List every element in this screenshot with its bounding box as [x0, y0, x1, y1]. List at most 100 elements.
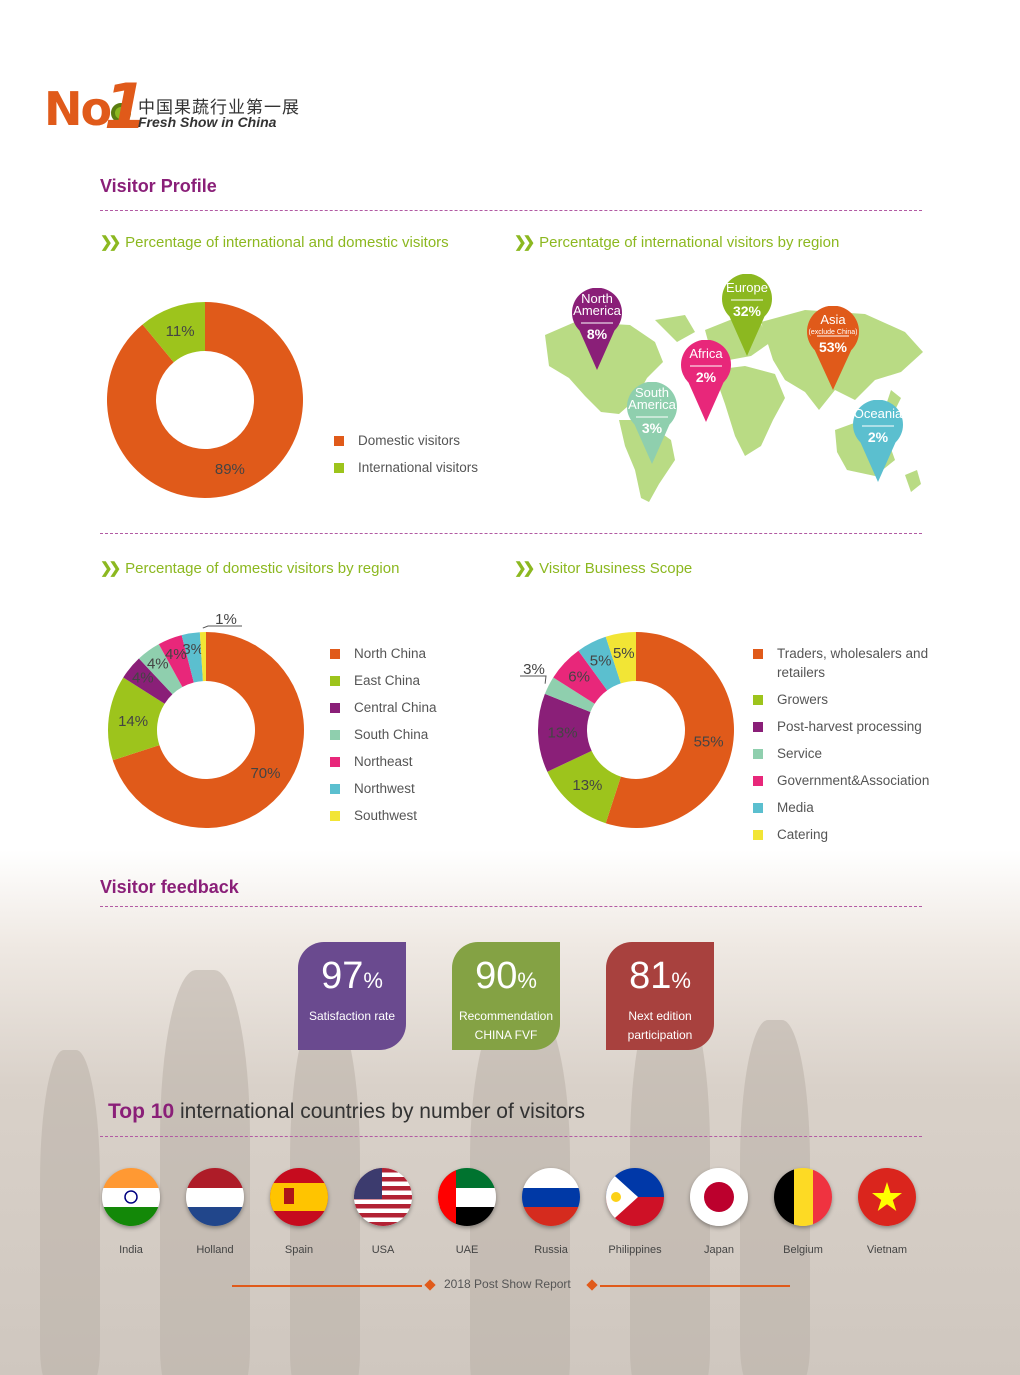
legend-swatch [330, 676, 340, 686]
donut-slice [158, 635, 194, 688]
card-value: 97% [321, 955, 383, 997]
satisfaction-card: 97% Satisfaction rate [298, 942, 406, 1050]
double-chevron-icon: ❯❯ [100, 560, 121, 577]
slice-label: 4% [147, 656, 169, 673]
country-label: Holland [196, 1244, 234, 1256]
country-label: Japan [704, 1244, 734, 1256]
region-pin: Africa 2% [681, 340, 731, 422]
pin-region-name: North [581, 291, 613, 306]
legend-item: Growers [753, 690, 933, 709]
legend-item: International visitors [334, 458, 478, 477]
uae-flag-icon [438, 1168, 496, 1226]
donut-slice [605, 632, 735, 828]
legend-item: Catering [753, 825, 933, 844]
slice-label: 55% [694, 733, 724, 750]
spain-flag-icon [270, 1168, 328, 1226]
leader-line [202, 625, 242, 629]
donut-slice [112, 632, 304, 828]
legend-swatch [753, 695, 763, 705]
donut-slice [578, 636, 621, 691]
logo-english-title: Fresh Show in China [138, 114, 277, 130]
legend-swatch [753, 776, 763, 786]
slice-label: 11% [166, 323, 195, 340]
donut-slice [547, 750, 621, 824]
intl-domestic-heading: ❯❯ Percentage of international and domest… [100, 234, 449, 251]
country-label: Spain [284, 1244, 314, 1256]
divider [100, 906, 922, 907]
usa-flag-icon [354, 1168, 412, 1226]
country-label: UAE [455, 1244, 479, 1256]
divider [100, 1136, 922, 1137]
divider [100, 533, 922, 534]
top10-title: Top 10 international countries by number… [108, 1100, 585, 1123]
japan-flag-icon [690, 1168, 748, 1226]
legend-item: Domestic visitors [334, 431, 478, 450]
legend-swatch [330, 784, 340, 794]
pin-value: 3% [642, 420, 663, 436]
legend-swatch [330, 811, 340, 821]
legend-swatch [334, 463, 344, 473]
card-caption: Recommendation CHINA FVF [458, 1009, 554, 1042]
card-caption: Next edition participation [627, 1009, 693, 1042]
business-scope-legend: Traders, wholesalers and retailers Grower… [753, 644, 933, 852]
region-pin: Asia (exclude China) 53% [807, 306, 859, 390]
slice-label: 5% [590, 653, 612, 670]
next-edition-card: 81% Next edition participation [606, 942, 714, 1050]
legend-item: Northeast [330, 752, 437, 771]
donut-slice [538, 693, 592, 772]
donut-slice [181, 632, 203, 683]
country-label: Russia [534, 1244, 568, 1256]
slice-label: 13% [572, 777, 602, 794]
belgium-flag-icon [774, 1168, 832, 1226]
double-chevron-icon: ❯❯ [514, 234, 535, 251]
slice-label: 3% [182, 641, 204, 658]
donut-slice [106, 302, 303, 498]
double-chevron-icon: ❯❯ [514, 560, 535, 577]
pin-value: 53% [819, 339, 848, 355]
philippines-flag-icon [606, 1168, 664, 1226]
slice-label: 89% [215, 461, 245, 478]
visitor-feedback-title: Visitor feedback [100, 877, 239, 897]
legend-item: Central China [330, 698, 437, 717]
footer-line-right [600, 1285, 790, 1287]
pin-region-name: America [573, 303, 621, 318]
logo-dot-icon [111, 102, 132, 123]
legend-item: Traders, wholesalers and retailers [753, 644, 933, 682]
region-pin: Oceania 2% [853, 400, 903, 482]
pin-value: 32% [733, 303, 762, 319]
pin-region-name: Europe [726, 280, 768, 295]
intl-domestic-legend: Domestic visitors International visitors [334, 431, 478, 485]
card-caption: Satisfaction rate [308, 1009, 396, 1023]
legend-swatch [334, 436, 344, 446]
logo-no: No [44, 82, 132, 136]
intl-region-heading: ❯❯ Percentatge of international visitors … [514, 234, 840, 251]
double-chevron-icon: ❯❯ [100, 234, 121, 251]
pin-region-name: South [635, 385, 669, 400]
country-label: Belgium [783, 1244, 823, 1256]
country-label: Philippines [608, 1244, 662, 1256]
business-scope-heading: ❯❯ Visitor Business Scope [514, 560, 693, 577]
pin-region-sub: (exclude China) [808, 329, 857, 336]
pin-value: 2% [868, 429, 889, 445]
intl-domestic-donut: 89% 11% [106, 302, 303, 498]
region-pin: Europe 32% [722, 274, 772, 356]
donut-slice [123, 658, 173, 704]
legend-item: North China [330, 644, 437, 663]
donut-slice [553, 650, 608, 704]
logo-chinese-title: 中国果蔬行业第一展 [138, 98, 300, 117]
country-label: Vietnam [866, 1244, 908, 1256]
slice-label: 4% [132, 670, 154, 687]
donut-slice [107, 677, 165, 761]
legend-item: South China [330, 725, 437, 744]
slice-label: 13% [548, 724, 578, 741]
domestic-region-heading: ❯❯ Percentage of domestic visitors by reg… [100, 560, 400, 577]
card-value: 90% [475, 955, 537, 997]
legend-swatch [753, 749, 763, 759]
pin-region-name: Asia [820, 312, 846, 327]
legend-item: Post-harvest processing [753, 717, 933, 736]
legend-item: Northwest [330, 779, 437, 798]
donut-slice [138, 644, 183, 695]
slice-label: 4% [165, 646, 187, 663]
